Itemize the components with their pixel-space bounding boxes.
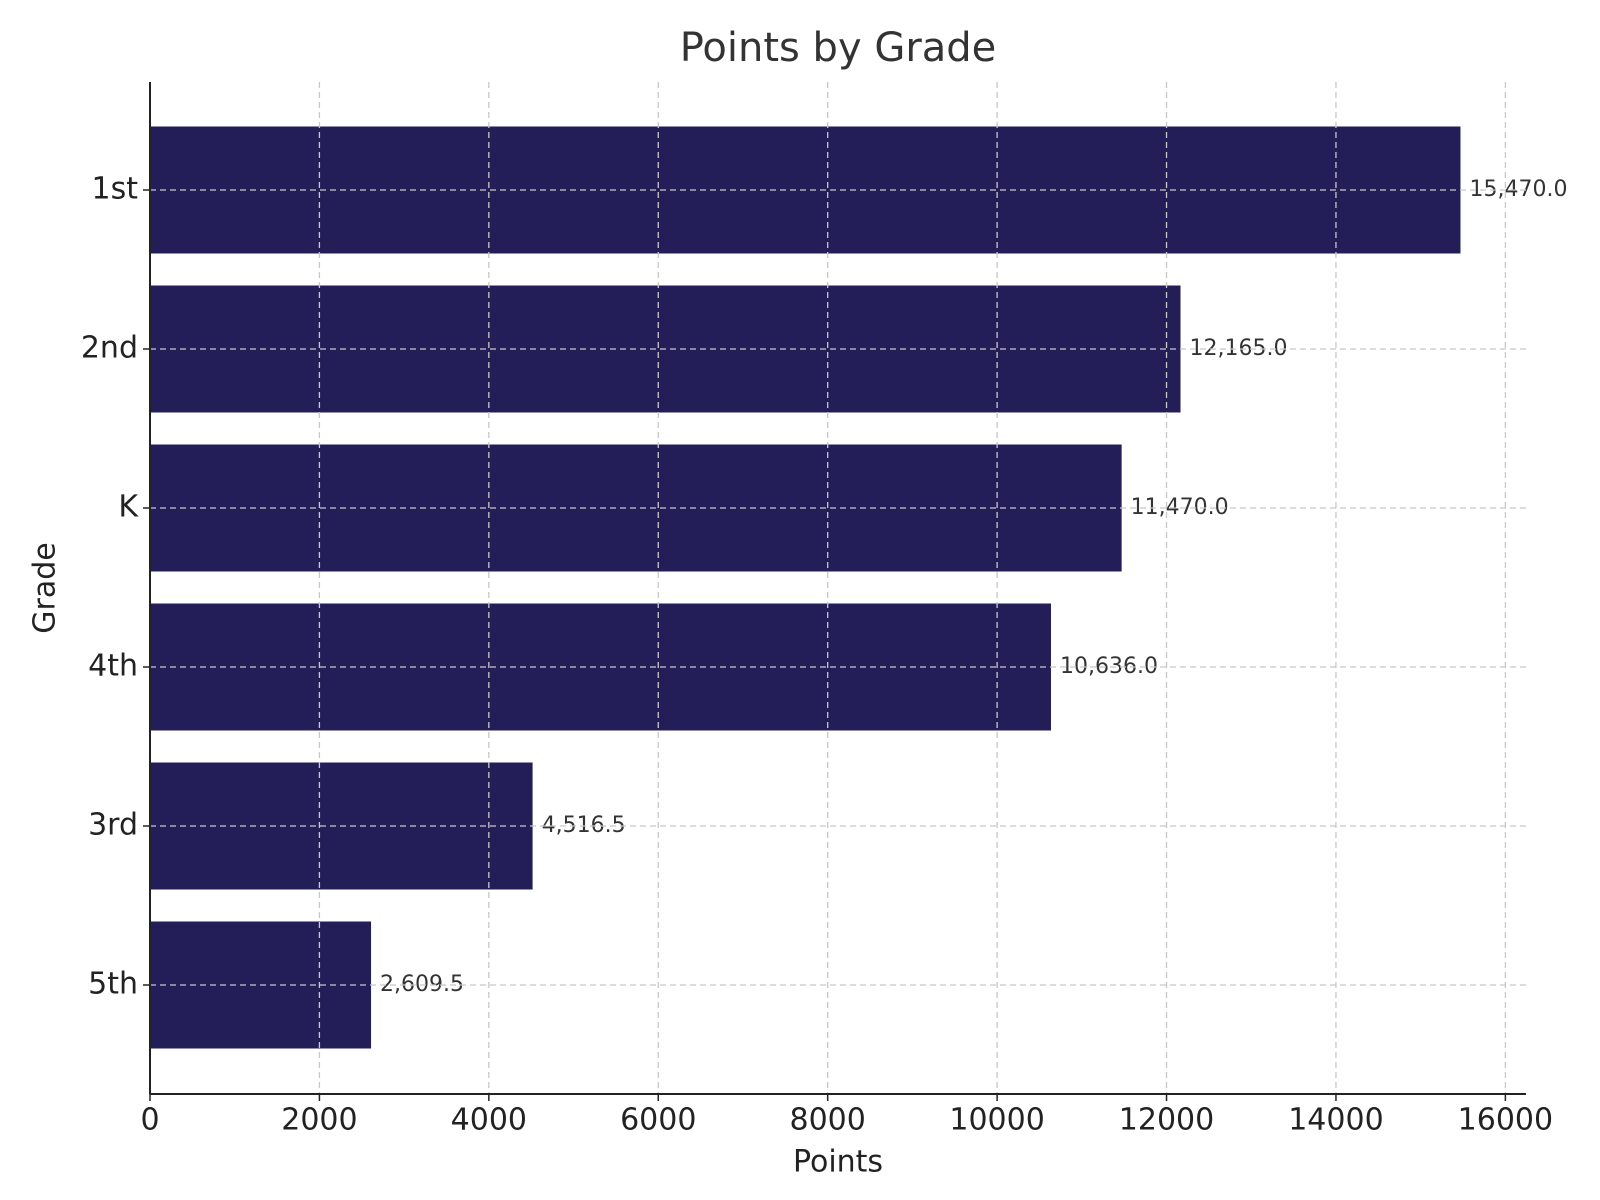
x-tick-label: 8000	[790, 1103, 866, 1138]
x-tick-label: 4000	[451, 1103, 527, 1138]
x-tick-label: 12000	[1119, 1103, 1214, 1138]
x-tick-label: 14000	[1288, 1103, 1383, 1138]
y-tick-label: K	[118, 490, 139, 525]
y-tick-label: 5th	[88, 967, 138, 1002]
y-tick-label: 3rd	[88, 808, 138, 843]
x-tick-label: 6000	[620, 1103, 696, 1138]
x-tick-label: 10000	[949, 1103, 1044, 1138]
x-tick-label: 0	[140, 1103, 159, 1138]
y-tick-label: 4th	[88, 649, 138, 684]
x-tick-label: 2000	[281, 1103, 357, 1138]
x-axis-label: Points	[793, 1145, 883, 1180]
y-axis-label: Grade	[28, 542, 63, 633]
x-tick-label: 16000	[1458, 1103, 1553, 1138]
y-tick-label: 2nd	[81, 331, 138, 366]
y-tick-label: 1st	[92, 172, 139, 207]
chart-title: Points by Grade	[680, 25, 997, 71]
